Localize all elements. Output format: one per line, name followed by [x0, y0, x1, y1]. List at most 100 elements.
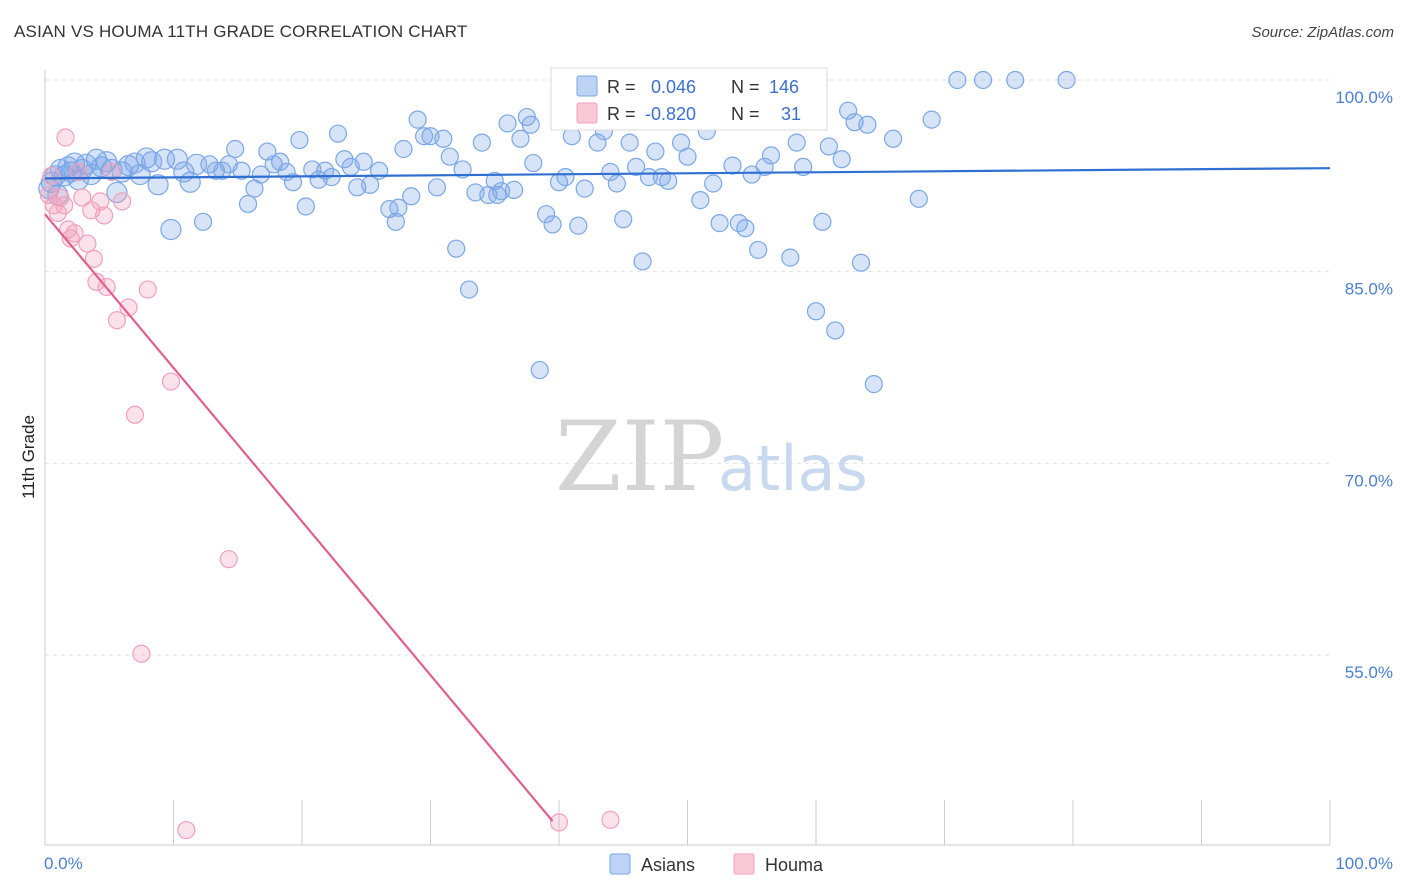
asians-point-84: [543, 215, 562, 234]
asians-point-24: [147, 174, 169, 196]
stats-r-value-houma: -0.820: [645, 104, 696, 124]
asians-point-129: [839, 101, 858, 120]
asians-point-82: [530, 360, 549, 380]
asians-point-121: [787, 133, 806, 152]
houma-point-23: [132, 644, 151, 663]
asians-point-94: [607, 174, 626, 193]
asians-point-133: [883, 129, 903, 148]
asians-point-140: [864, 375, 883, 394]
houma-point-29: [549, 813, 569, 832]
asians-point-122: [794, 157, 813, 176]
asians-point-109: [704, 174, 723, 193]
asians-point-73: [472, 133, 491, 152]
y-tick-labels: 55.0% 70.0% 85.0% 100.0%: [1335, 88, 1393, 682]
houma-point-19: [107, 311, 127, 330]
asians-point-77: [498, 114, 517, 133]
houma-point-8: [65, 224, 84, 243]
asians-point-137: [973, 70, 993, 90]
asians-point-45: [283, 173, 303, 192]
asians-point-88: [569, 216, 588, 235]
houma-point-30: [601, 810, 620, 829]
houma-point-28: [56, 128, 75, 147]
series-asians-points: [38, 70, 1076, 394]
asians-point-62: [402, 187, 421, 206]
houma-point-26: [177, 820, 196, 840]
x-tick-labels: 0.0% 100.0%: [44, 854, 1393, 873]
asians-point-131: [851, 253, 871, 272]
stats-n-label-asians: N =: [731, 77, 760, 97]
trend-lines: [44, 167, 1331, 822]
asians-point-125: [813, 212, 832, 231]
watermark-zip: ZIP: [555, 401, 724, 513]
y-tick-label-2: 85.0%: [1345, 280, 1393, 299]
asians-point-138: [1006, 70, 1025, 90]
houma-point-16: [95, 206, 114, 225]
asians-point-61: [394, 139, 413, 159]
asians-point-56: [354, 152, 373, 171]
asians-point-86: [556, 168, 575, 187]
asians-point-143: [389, 198, 408, 217]
houma-point-10: [73, 188, 92, 207]
asians-point-95: [614, 210, 633, 229]
asians-point-134: [909, 189, 928, 208]
asians-point-132: [858, 115, 877, 134]
houma-point-21: [119, 298, 138, 317]
houma-point-9: [69, 162, 88, 182]
asians-point-120: [781, 248, 800, 267]
asians-point-25: [153, 148, 176, 170]
asians-point-23: [141, 151, 163, 173]
asians-point-46: [290, 130, 309, 150]
houma-point-27: [219, 550, 238, 569]
asians-point-75: [485, 171, 504, 191]
asians-point-36: [226, 139, 245, 159]
asians-point-38: [238, 194, 258, 214]
asians-point-128: [832, 150, 851, 169]
houma-point-22: [125, 405, 145, 424]
houma-point-18: [102, 162, 121, 182]
legend-label-asians: Asians: [641, 855, 695, 875]
asians-point-127: [826, 321, 845, 340]
series-houma-points: [39, 128, 620, 840]
asians-point-68: [440, 147, 459, 166]
houma-point-15: [91, 192, 110, 211]
chart-title: ASIAN VS HOUMA 11TH GRADE CORRELATION CH…: [14, 22, 468, 41]
stats-r-label-houma: R =: [607, 104, 636, 124]
axes: [44, 70, 1331, 846]
asians-point-66: [427, 178, 447, 197]
watermark: ZIP atlas: [555, 401, 868, 513]
legend-label-houma: Houma: [765, 855, 824, 875]
stats-n-label-houma: N =: [731, 104, 760, 124]
y-axis-label: 11th Grade: [19, 415, 38, 499]
asians-point-142: [488, 185, 507, 205]
bottom-legend: Asians Houma: [609, 853, 824, 875]
asians-trend-line: [44, 167, 1331, 180]
asians-point-100: [646, 142, 665, 161]
houma-point-14: [87, 272, 106, 291]
houma-point-24: [138, 280, 157, 299]
asians-point-116: [749, 240, 768, 260]
asians-point-124: [806, 302, 826, 321]
legend-swatch-asians: [609, 853, 631, 875]
stats-r-label-asians: R =: [607, 77, 636, 97]
asians-point-97: [626, 157, 646, 176]
asians-point-112: [723, 156, 742, 175]
asians-point-67: [434, 129, 453, 148]
asians-point-43: [271, 152, 290, 171]
asians-point-110: [710, 214, 729, 233]
asians-point-30: [186, 153, 208, 175]
asians-point-40: [251, 165, 270, 184]
houma-point-5: [55, 196, 74, 215]
asians-point-114: [736, 219, 755, 238]
asians-point-81: [524, 153, 543, 173]
source-label: Source: ZipAtlas.com: [1251, 24, 1394, 41]
stats-legend: R = 0.046 N = 146 R = -0.820 N = 31: [550, 67, 828, 131]
houma-point-0: [39, 185, 58, 205]
asians-point-117: [755, 157, 774, 176]
y-tick-label-0: 55.0%: [1345, 663, 1393, 682]
houma-point-1: [42, 166, 61, 185]
y-tick-label-3: 100.0%: [1335, 88, 1393, 107]
asians-point-52: [328, 124, 348, 143]
asians-point-20: [124, 152, 146, 174]
asians-point-105: [678, 147, 697, 166]
